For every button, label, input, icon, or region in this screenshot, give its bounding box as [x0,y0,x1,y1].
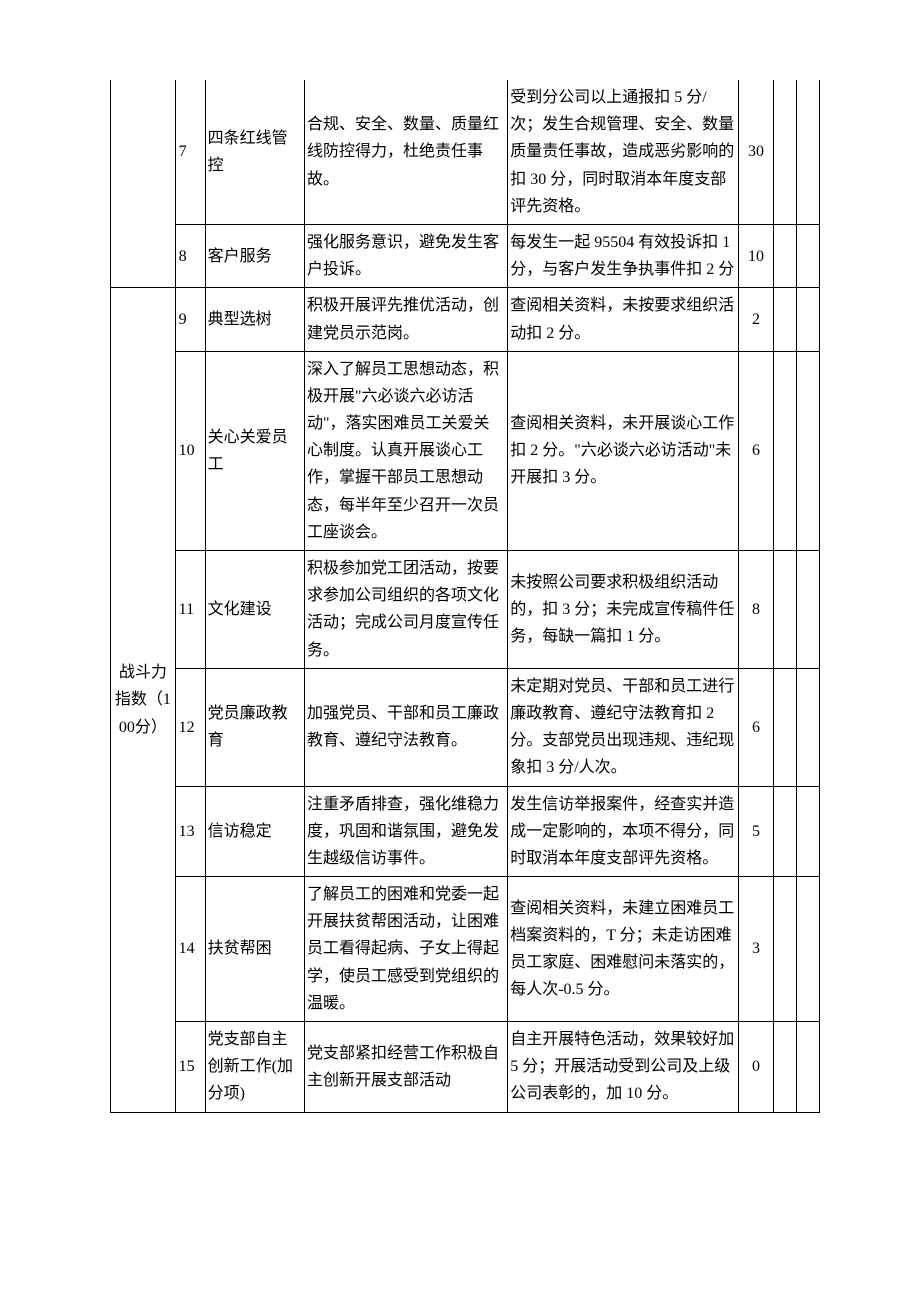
blank-cell [773,351,796,550]
num-cell: 9 [175,288,205,351]
blank-cell [796,877,819,1022]
blank-cell [773,224,796,287]
blank-cell [796,288,819,351]
table-row: 8客户服务强化服务意识，避免发生客户投诉。每发生一起 95504 有效投诉扣 1… [111,224,820,287]
blank-cell [796,224,819,287]
rule-cell: 自主开展特色活动，效果较好加 5 分；开展活动受到公司及上级公司表彰的，加 10… [508,1022,739,1113]
blank-cell [773,80,796,224]
table-row: 14扶贫帮困了解员工的困难和党委一起开展扶贫帮困活动，让困难员工看得起病、子女上… [111,877,820,1022]
score-cell: 30 [739,80,774,224]
blank-cell [773,288,796,351]
table-row: 11文化建设积极参加党工团活动，按要求参加公司组织的各项文化活动；完成公司月度宣… [111,551,820,669]
table-row: 10关心关爱员工深入了解员工思想动态，积极开展"六必谈六必访活动"，落实困难员工… [111,351,820,550]
score-cell: 6 [739,351,774,550]
desc-cell: 合规、安全、数量、质量红线防控得力，杜绝责任事故。 [304,80,507,224]
blank-cell [773,668,796,786]
rule-cell: 受到分公司以上通报扣 5 分/次；发生合规管理、安全、数量质量责任事故，造成恶劣… [508,80,739,224]
score-cell: 0 [739,1022,774,1113]
blank-cell [796,786,819,877]
desc-cell: 深入了解员工思想动态，积极开展"六必谈六必访活动"，落实困难员工关爱关心制度。认… [304,351,507,550]
table-row: 13信访稳定注重矛盾排查，强化维稳力度，巩固和谐氛围，避免发生越级信访事件。发生… [111,786,820,877]
desc-cell: 强化服务意识，避免发生客户投诉。 [304,224,507,287]
category-cell [111,80,176,288]
name-cell: 党支部自主创新工作(加分项) [205,1022,304,1113]
rule-cell: 查阅相关资料，未按要求组织活动扣 2 分。 [508,288,739,351]
name-cell: 扶贫帮困 [205,877,304,1022]
blank-cell [796,1022,819,1113]
name-cell: 文化建设 [205,551,304,669]
table-row: 战斗力指数（100分）9典型选树积极开展评先推优活动，创建党员示范岗。查阅相关资… [111,288,820,351]
num-cell: 13 [175,786,205,877]
num-cell: 11 [175,551,205,669]
blank-cell [773,1022,796,1113]
score-cell: 10 [739,224,774,287]
desc-cell: 积极参加党工团活动，按要求参加公司组织的各项文化活动；完成公司月度宣传任务。 [304,551,507,669]
blank-cell [796,80,819,224]
num-cell: 8 [175,224,205,287]
rule-cell: 每发生一起 95504 有效投诉扣 1 分，与客户发生争执事件扣 2 分 [508,224,739,287]
num-cell: 14 [175,877,205,1022]
rule-cell: 查阅相关资料，未建立困难员工档案资料的，T 分；未走访困难员工家庭、困难慰问未落… [508,877,739,1022]
table-row: 12党员廉政教育加强党员、干部和员工廉政教育、遵纪守法教育。未定期对党员、干部和… [111,668,820,786]
desc-cell: 了解员工的困难和党委一起开展扶贫帮困活动，让困难员工看得起病、子女上得起学，使员… [304,877,507,1022]
blank-cell [796,551,819,669]
name-cell: 典型选树 [205,288,304,351]
score-cell: 6 [739,668,774,786]
blank-cell [773,551,796,669]
name-cell: 四条红线管控 [205,80,304,224]
score-cell: 5 [739,786,774,877]
name-cell: 党员廉政教育 [205,668,304,786]
blank-cell [773,877,796,1022]
score-cell: 3 [739,877,774,1022]
num-cell: 7 [175,80,205,224]
score-cell: 8 [739,551,774,669]
rule-cell: 未定期对党员、干部和员工进行廉政教育、遵纪守法教育扣 2 分。支部党员出现违规、… [508,668,739,786]
table-row: 15党支部自主创新工作(加分项)党支部紧扣经营工作积极自主创新开展支部活动自主开… [111,1022,820,1113]
blank-cell [773,786,796,877]
score-cell: 2 [739,288,774,351]
blank-cell [796,668,819,786]
desc-cell: 积极开展评先推优活动，创建党员示范岗。 [304,288,507,351]
desc-cell: 加强党员、干部和员工廉政教育、遵纪守法教育。 [304,668,507,786]
desc-cell: 注重矛盾排查，强化维稳力度，巩固和谐氛围，避免发生越级信访事件。 [304,786,507,877]
name-cell: 关心关爱员工 [205,351,304,550]
rule-cell: 查阅相关资料，未开展谈心工作扣 2 分。"六必谈六必访活动"未开展扣 3 分。 [508,351,739,550]
blank-cell [796,351,819,550]
num-cell: 15 [175,1022,205,1113]
num-cell: 12 [175,668,205,786]
table-row: 7四条红线管控合规、安全、数量、质量红线防控得力，杜绝责任事故。受到分公司以上通… [111,80,820,224]
num-cell: 10 [175,351,205,550]
rule-cell: 发生信访举报案件，经查实并造成一定影响的，本项不得分，同时取消本年度支部评先资格… [508,786,739,877]
name-cell: 客户服务 [205,224,304,287]
name-cell: 信访稳定 [205,786,304,877]
rule-cell: 未按照公司要求积极组织活动的，扣 3 分；未完成宣传稿件任务，每缺一篇扣 1 分… [508,551,739,669]
evaluation-table: 7四条红线管控合规、安全、数量、质量红线防控得力，杜绝责任事故。受到分公司以上通… [110,80,820,1113]
category-cell: 战斗力指数（100分） [111,288,176,1112]
desc-cell: 党支部紧扣经营工作积极自主创新开展支部活动 [304,1022,507,1113]
